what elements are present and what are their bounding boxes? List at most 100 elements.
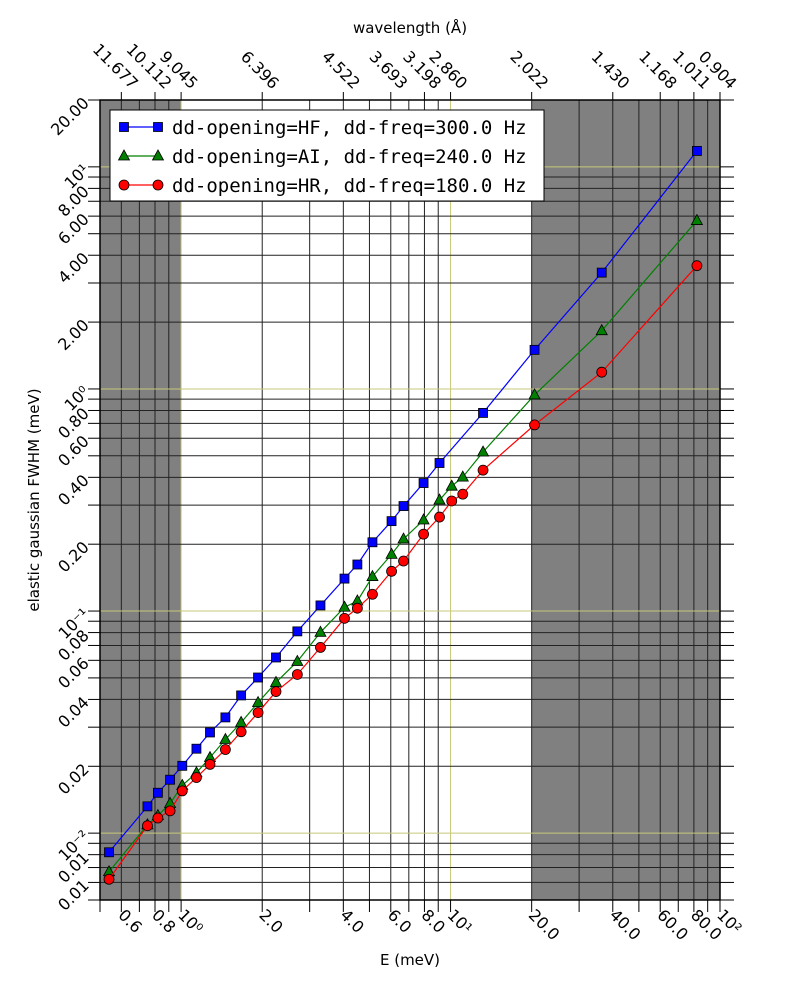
x-tick-label: 8.0 xyxy=(418,905,449,936)
data-point-circle xyxy=(477,464,489,476)
data-point-triangle xyxy=(366,569,379,581)
y-tick-label: 0.04 xyxy=(54,693,93,732)
y-axis-title: elastic gaussian FWHM (meV) xyxy=(25,388,43,611)
data-point-square xyxy=(142,801,153,812)
x-tick-label: 0.8 xyxy=(148,905,179,936)
top-tick-label: 2.022 xyxy=(506,47,552,93)
top-axis-title: wavelength (Å) xyxy=(353,18,467,37)
y-tick-label: 0.06 xyxy=(54,654,93,693)
data-point-square xyxy=(418,478,429,488)
legend-label: dd-opening=HF, dd-freq=300.0 Hz xyxy=(172,117,527,139)
y-tick-label: 2.00 xyxy=(54,315,93,354)
data-point-square xyxy=(478,408,488,418)
data-point-square xyxy=(236,690,247,701)
y-tick-label: 10¹ xyxy=(60,160,92,192)
series-square xyxy=(104,145,702,858)
legend-label: dd-opening=HR, dd-freq=180.0 Hz xyxy=(172,175,527,197)
data-point-square xyxy=(529,344,540,355)
data-point-square xyxy=(398,501,409,511)
data-point-triangle xyxy=(528,388,541,400)
legend: dd-opening=HF, dd-freq=300.0 Hz dd-openin… xyxy=(109,109,545,202)
data-point-triangle xyxy=(417,513,430,525)
data-point-circle xyxy=(446,495,458,507)
data-point-circle xyxy=(434,511,445,523)
data-point-triangle xyxy=(251,695,265,708)
data-point-square xyxy=(271,652,281,663)
data-point-circle xyxy=(691,260,703,272)
data-point-circle xyxy=(152,812,164,824)
data-point-square xyxy=(152,787,163,798)
data-point-triangle xyxy=(151,149,165,161)
data-point-circle xyxy=(252,707,264,718)
data-point-circle xyxy=(386,565,397,577)
data-point-circle xyxy=(367,588,378,600)
data-point-square xyxy=(315,600,326,611)
data-point-triangle xyxy=(385,547,398,559)
data-point-circle xyxy=(351,602,363,614)
data-point-circle xyxy=(596,366,608,378)
y-tick-label: 0.02 xyxy=(54,760,93,799)
data-point-triangle xyxy=(219,732,232,744)
y-tick-label: 0.01 xyxy=(54,876,93,915)
data-point-triangle xyxy=(690,213,704,225)
data-point-triangle xyxy=(397,532,410,544)
x-tick-label: 10¹ xyxy=(444,905,476,937)
plot-frame xyxy=(99,99,721,901)
top-tick-label: 6.396 xyxy=(237,47,283,93)
data-point-triangle xyxy=(433,493,446,505)
legend-label: dd-opening=AI, dd-freq=240.0 Hz xyxy=(172,146,527,168)
x-tick-label: 4.0 xyxy=(337,905,368,936)
x-tick-label: 6.0 xyxy=(384,905,415,936)
data-point-circle xyxy=(339,612,350,624)
shaded-region xyxy=(531,100,720,900)
x-tick-label: 2.0 xyxy=(255,905,286,936)
data-point-square xyxy=(339,573,350,584)
data-point-circle xyxy=(457,488,469,500)
data-point-square xyxy=(165,774,175,785)
x-tick-label: 20.0 xyxy=(525,905,564,944)
series xyxy=(102,145,704,885)
series-circle xyxy=(103,260,703,885)
x-tick-label: 10⁰ xyxy=(174,905,206,937)
y-tick-label: 0.40 xyxy=(54,471,93,510)
data-point-triangle xyxy=(445,479,458,491)
data-point-circle xyxy=(176,785,188,797)
data-point-circle xyxy=(219,744,231,755)
data-point-circle xyxy=(235,726,247,738)
data-point-circle xyxy=(270,686,282,697)
x-axis-title: E (meV) xyxy=(380,951,440,969)
data-point-square xyxy=(352,559,363,570)
data-point-circle xyxy=(204,758,216,770)
x-tick-label: 0.6 xyxy=(115,905,146,936)
data-point-circle xyxy=(118,179,130,191)
data-point-square xyxy=(434,458,445,468)
data-point-square xyxy=(191,743,202,754)
data-point-square xyxy=(253,672,263,683)
data-point-triangle xyxy=(456,470,469,482)
data-point-circle xyxy=(315,641,326,653)
data-point-square xyxy=(205,727,215,738)
data-point-square xyxy=(292,626,303,637)
data-point-square xyxy=(367,537,378,548)
data-point-triangle xyxy=(338,600,351,612)
data-point-triangle xyxy=(595,323,608,336)
top-tick-label: 1.430 xyxy=(588,47,634,93)
data-point-square xyxy=(220,712,231,723)
data-point-circle xyxy=(291,669,303,680)
data-point-square xyxy=(177,760,188,771)
data-point-square xyxy=(104,847,114,858)
data-point-circle xyxy=(152,179,164,191)
data-point-square xyxy=(692,145,702,156)
x-tick-label: 60.0 xyxy=(653,905,692,944)
data-point-square xyxy=(119,122,129,132)
top-tick-label: 4.522 xyxy=(318,47,364,93)
data-point-circle xyxy=(398,555,409,567)
data-point-circle xyxy=(164,805,176,817)
y-tick-label: 6.00 xyxy=(54,210,93,249)
data-point-triangle xyxy=(291,654,304,666)
y-tick-label: 0.60 xyxy=(54,432,93,471)
data-point-triangle xyxy=(117,149,131,161)
data-point-square xyxy=(153,122,163,132)
data-point-square xyxy=(386,516,397,527)
data-point-circle xyxy=(191,772,202,783)
